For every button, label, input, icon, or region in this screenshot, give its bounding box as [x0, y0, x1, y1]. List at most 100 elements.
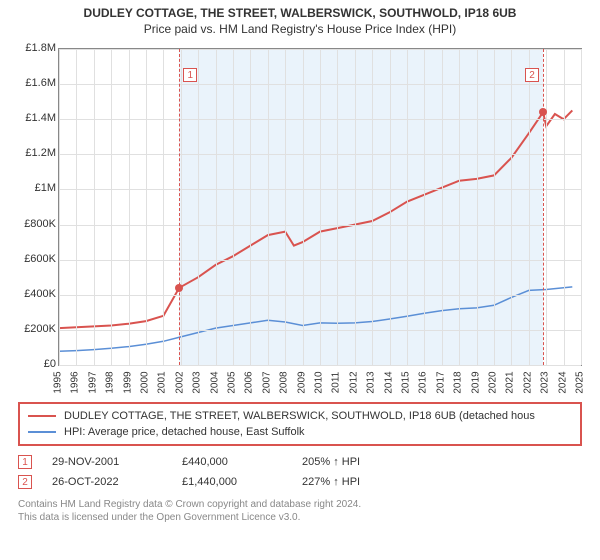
sale-marker-box: 1 [183, 68, 197, 82]
sale-row-pct: 227% ↑ HPI [302, 476, 422, 488]
sale-row-date: 26-OCT-2022 [52, 476, 162, 488]
gridline-v [181, 49, 182, 365]
x-tick-label: 2022 [522, 371, 533, 393]
legend-label: DUDLEY COTTAGE, THE STREET, WALBERSWICK,… [64, 410, 535, 422]
sales-row: 2 26-OCT-2022 £1,440,000 227% ↑ HPI [18, 472, 582, 492]
title-block: DUDLEY COTTAGE, THE STREET, WALBERSWICK,… [0, 0, 600, 40]
y-tick-label: £1.8M [14, 42, 56, 54]
gridline-v [250, 49, 251, 365]
page-root: DUDLEY COTTAGE, THE STREET, WALBERSWICK,… [0, 0, 600, 560]
gridline-v [198, 49, 199, 365]
gridline-v [477, 49, 478, 365]
footer-line2: This data is licensed under the Open Gov… [18, 511, 582, 524]
sale-row-pct: 205% ↑ HPI [302, 456, 422, 468]
legend-label: HPI: Average price, detached house, East… [64, 426, 305, 438]
gridline-h [59, 365, 581, 366]
sale-row-price: £440,000 [182, 456, 282, 468]
gridline-v [407, 49, 408, 365]
y-tick-label: £600K [14, 253, 56, 265]
gridline-v [268, 49, 269, 365]
gridline-v [355, 49, 356, 365]
x-tick-label: 2014 [383, 371, 394, 393]
gridline-v [59, 49, 60, 365]
gridline-v [564, 49, 565, 365]
x-tick-label: 2017 [435, 371, 446, 393]
sale-marker-dot [539, 108, 547, 116]
sale-row-date: 29-NOV-2001 [52, 456, 162, 468]
x-tick-label: 1997 [87, 371, 98, 393]
x-tick-label: 2016 [418, 371, 429, 393]
x-tick-label: 2000 [140, 371, 151, 393]
gridline-v [111, 49, 112, 365]
y-tick-label: £1.2M [14, 147, 56, 159]
legend-row: HPI: Average price, detached house, East… [28, 424, 572, 440]
x-tick-label: 2015 [401, 371, 412, 393]
gridline-v [459, 49, 460, 365]
gridline-v [163, 49, 164, 365]
legend-swatch [28, 431, 56, 433]
x-tick-label: 2002 [174, 371, 185, 393]
gridline-v [76, 49, 77, 365]
x-tick-label: 2003 [192, 371, 203, 393]
x-tick-label: 2020 [488, 371, 499, 393]
gridline-v [390, 49, 391, 365]
y-tick-label: £1.6M [14, 77, 56, 89]
x-tick-label: 1998 [105, 371, 116, 393]
gridline-v [320, 49, 321, 365]
legend: DUDLEY COTTAGE, THE STREET, WALBERSWICK,… [18, 402, 582, 446]
chart-area: £0 £200K £400K £600K £800K £1M £1.2M £1.4M £1.6M… [14, 44, 586, 396]
y-tick-label: £1M [14, 182, 56, 194]
y-tick-label: £800K [14, 218, 56, 230]
x-tick-label: 2008 [279, 371, 290, 393]
sales-table: 1 29-NOV-2001 £440,000 205% ↑ HPI 2 26-OCT-20… [18, 452, 582, 492]
y-tick-label: £400K [14, 288, 56, 300]
x-tick-label: 2009 [296, 371, 307, 393]
sale-marker-dot [175, 284, 183, 292]
x-tick-label: 2012 [348, 371, 359, 393]
plot-area: 12 [58, 48, 582, 366]
sale-row-marker: 1 [18, 455, 32, 469]
sale-marker-line [179, 49, 180, 365]
sale-row-price: £1,440,000 [182, 476, 282, 488]
sale-row-marker: 2 [18, 475, 32, 489]
gridline-v [285, 49, 286, 365]
x-tick-label: 2006 [244, 371, 255, 393]
footer-line1: Contains HM Land Registry data © Crown c… [18, 498, 582, 511]
x-tick-label: 2004 [209, 371, 220, 393]
x-tick-label: 2011 [331, 372, 342, 394]
x-tick-label: 2013 [366, 371, 377, 393]
x-tick-label: 1996 [70, 371, 81, 393]
gridline-v [424, 49, 425, 365]
x-tick-label: 2018 [453, 371, 464, 393]
title-subtitle: Price paid vs. HM Land Registry's House … [10, 22, 590, 36]
gridline-v [146, 49, 147, 365]
sales-row: 1 29-NOV-2001 £440,000 205% ↑ HPI [18, 452, 582, 472]
x-tick-label: 2007 [261, 371, 272, 393]
gridline-v [546, 49, 547, 365]
y-tick-label: £200K [14, 323, 56, 335]
series-hpi [59, 287, 572, 351]
x-tick-label: 2010 [314, 371, 325, 393]
legend-swatch [28, 415, 56, 417]
sale-marker-box: 2 [525, 68, 539, 82]
gridline-v [233, 49, 234, 365]
gridline-v [94, 49, 95, 365]
legend-row: DUDLEY COTTAGE, THE STREET, WALBERSWICK,… [28, 408, 572, 424]
gridline-v [442, 49, 443, 365]
y-tick-label: £1.4M [14, 112, 56, 124]
gridline-v [494, 49, 495, 365]
sale-marker-line [543, 49, 544, 365]
x-tick-label: 1999 [122, 371, 133, 393]
x-tick-label: 1995 [53, 371, 64, 393]
x-tick-label: 2024 [557, 371, 568, 393]
gridline-v [372, 49, 373, 365]
x-tick-label: 2023 [540, 371, 551, 393]
gridline-v [511, 49, 512, 365]
gridline-v [129, 49, 130, 365]
x-tick-label: 2021 [505, 371, 516, 393]
y-tick-label: £0 [14, 358, 56, 370]
gridline-v [337, 49, 338, 365]
x-tick-label: 2005 [227, 371, 238, 393]
gridline-v [581, 49, 582, 365]
gridline-v [303, 49, 304, 365]
